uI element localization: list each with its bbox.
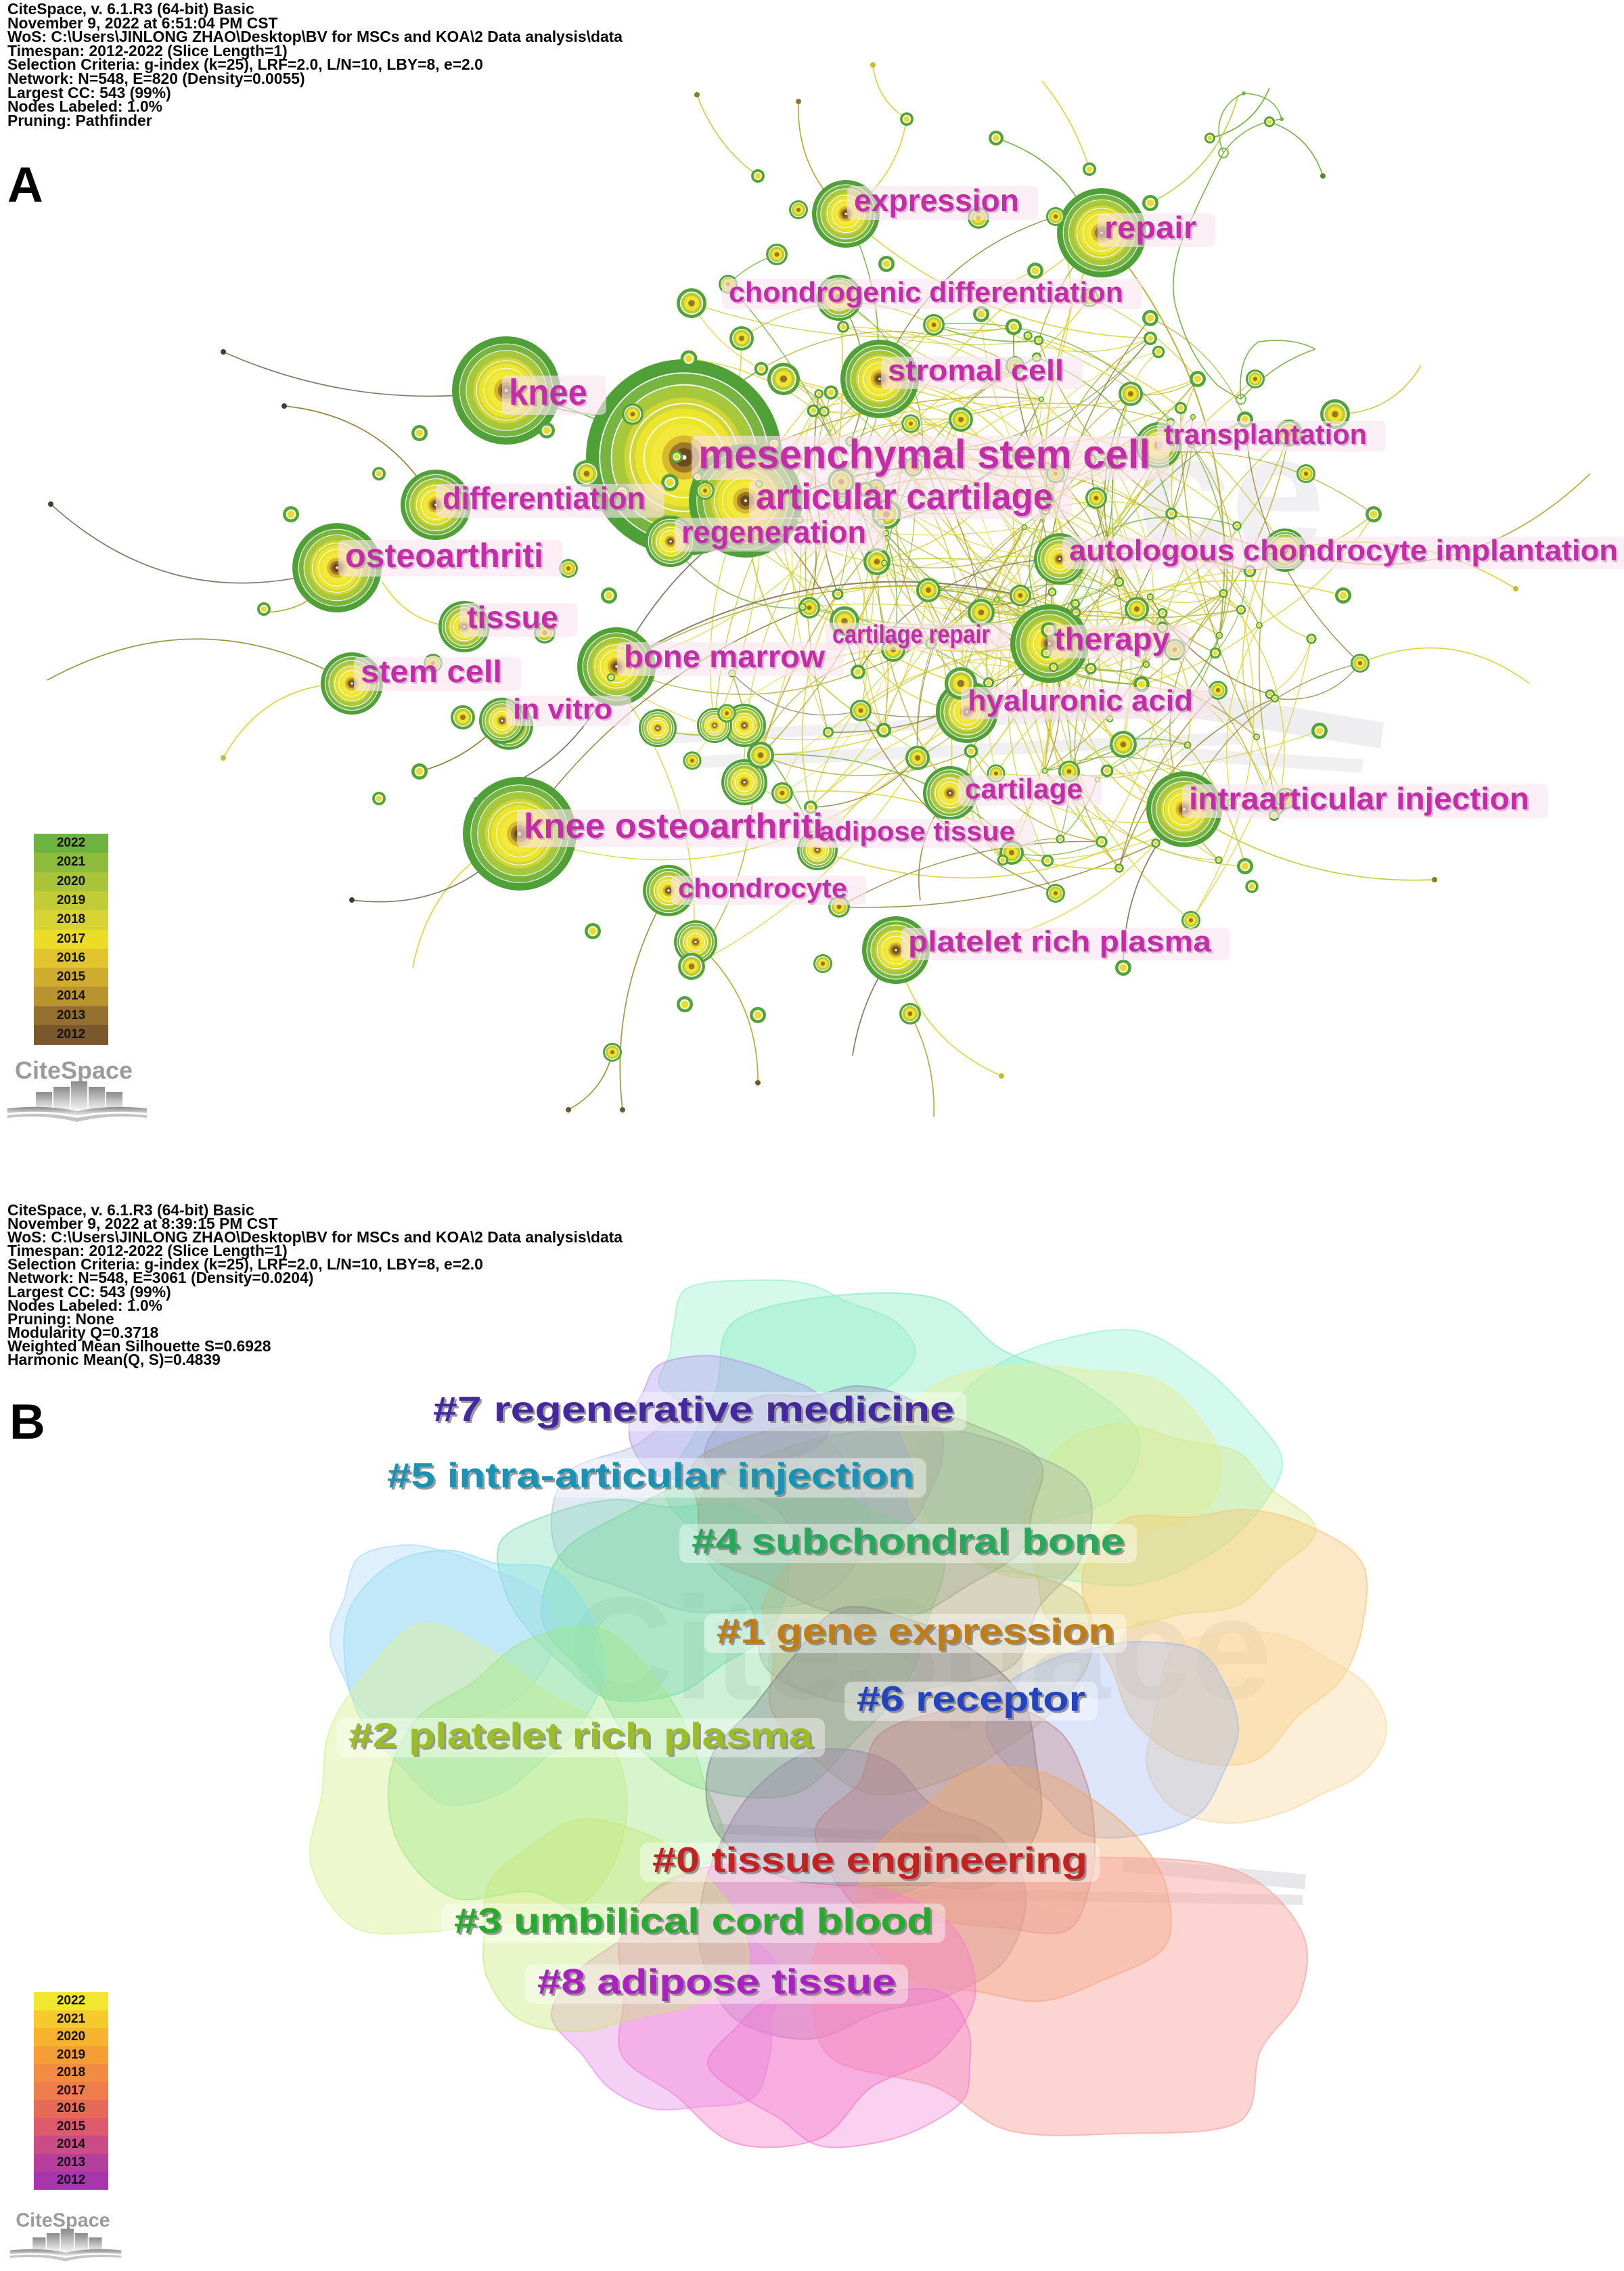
svg-text:transplantation: transplantation [1164,418,1367,450]
svg-text:hyaluronic acid: hyaluronic acid [970,686,1195,719]
svg-text:hyaluronic acid: hyaluronic acid [968,684,1193,717]
svg-text:#5 intra-articular injection: #5 intra-articular injection [387,1456,914,1496]
svg-text:CiteSpace: CiteSpace [16,2211,110,2231]
svg-text:#1 gene expression: #1 gene expression [717,1612,1114,1651]
svg-text:articular cartilage: articular cartilage [756,476,1053,517]
svg-text:cartilage: cartilage [965,773,1083,805]
svg-text:#3 umbilical cord blood: #3 umbilical cord blood [454,1902,933,1941]
svg-text:bone marrow: bone marrow [624,639,825,674]
svg-text:in vitro: in vitro [513,693,612,725]
svg-text:#1 gene expression: #1 gene expression [719,1614,1116,1653]
svg-text:transplantation: transplantation [1166,420,1369,452]
svg-text:stem cell: stem cell [361,654,502,689]
svg-text:platelet rich plasma: platelet rich plasma [908,925,1212,958]
svg-text:bone marrow: bone marrow [626,641,827,676]
svg-text:chondrocyte: chondrocyte [680,876,849,905]
svg-text:platelet rich plasma: platelet rich plasma [910,927,1214,960]
svg-text:therapy: therapy [1056,623,1172,658]
svg-text:knee: knee [511,374,589,415]
svg-text:therapy: therapy [1054,621,1170,656]
svg-text:autologous chondrocyte implant: autologous chondrocyte implantation [1071,536,1620,569]
svg-text:#3 umbilical cord blood: #3 umbilical cord blood [456,1904,935,1943]
svg-text:#4 subchondral bone: #4 subchondral bone [692,1522,1125,1561]
svg-text:expression: expression [856,185,1021,220]
svg-text:#7 regenerative medicine: #7 regenerative medicine [433,1390,954,1429]
svg-text:repair: repair [1104,210,1196,245]
svg-text:autologous chondrocyte implant: autologous chondrocyte implantation [1069,534,1618,567]
svg-text:#7 regenerative medicine: #7 regenerative medicine [435,1392,956,1431]
svg-text:regeneration: regeneration [681,514,866,549]
svg-text:#8 adipose tissue: #8 adipose tissue [539,1964,898,2004]
svg-text:mesenchymal stem cell: mesenchymal stem cell [700,434,1152,479]
svg-text:tissue: tissue [469,602,560,637]
svg-text:cartilage repair: cartilage repair [834,623,992,651]
svg-text:in vitro: in vitro [515,695,614,727]
svg-text:mesenchymal stem cell: mesenchymal stem cell [698,432,1150,477]
svg-text:articular cartilage: articular cartilage [758,478,1055,519]
svg-text:chondrogenic differentiation: chondrogenic differentiation [731,278,1125,310]
svg-text:differentiation: differentiation [445,482,648,518]
svg-text:chondrogenic differentiation: chondrogenic differentiation [729,276,1123,308]
svg-text:stromal cell: stromal cell [890,356,1066,389]
svg-text:knee: knee [509,372,587,413]
svg-text:repair: repair [1106,212,1198,247]
svg-text:#2 platelet rich plasma: #2 platelet rich plasma [348,1716,813,1755]
svg-text:regeneration: regeneration [683,516,868,552]
svg-text:stromal cell: stromal cell [888,354,1064,387]
svg-text:adipose tissue: adipose tissue [819,817,1015,847]
svg-text:#0 tissue engineering: #0 tissue engineering [654,1843,1089,1882]
svg-text:#4 subchondral bone: #4 subchondral bone [694,1524,1127,1563]
svg-text:stem cell: stem cell [363,656,504,691]
svg-text:intraarticular injection: intraarticular injection [1191,783,1531,818]
svg-text:cartilage: cartilage [967,775,1085,807]
svg-text:knee osteoarthriti: knee osteoarthriti [524,807,823,846]
svg-text:differentiation: differentiation [443,480,646,516]
svg-text:chondrocyte: chondrocyte [678,874,847,903]
svg-text:#2 platelet rich plasma: #2 platelet rich plasma [351,1718,815,1757]
svg-text:CiteSpace: CiteSpace [15,1060,133,1084]
svg-text:#0 tissue engineering: #0 tissue engineering [652,1841,1087,1880]
svg-text:intraarticular injection: intraarticular injection [1189,781,1529,816]
svg-text:cartilage repair: cartilage repair [832,621,990,649]
svg-text:#6 receptor: #6 receptor [859,1682,1087,1721]
svg-text:expression: expression [854,183,1019,218]
svg-text:#6 receptor: #6 receptor [857,1680,1085,1719]
svg-text:#5 intra-articular injection: #5 intra-articular injection [389,1458,916,1498]
svg-text:#8 adipose tissue: #8 adipose tissue [537,1962,896,2002]
svg-text:osteoarthriti: osteoarthriti [345,537,543,575]
svg-text:knee osteoarthriti: knee osteoarthriti [526,809,825,848]
svg-text:osteoarthriti: osteoarthriti [347,539,545,577]
svg-text:tissue: tissue [467,600,558,635]
svg-text:adipose tissue: adipose tissue [821,819,1017,849]
